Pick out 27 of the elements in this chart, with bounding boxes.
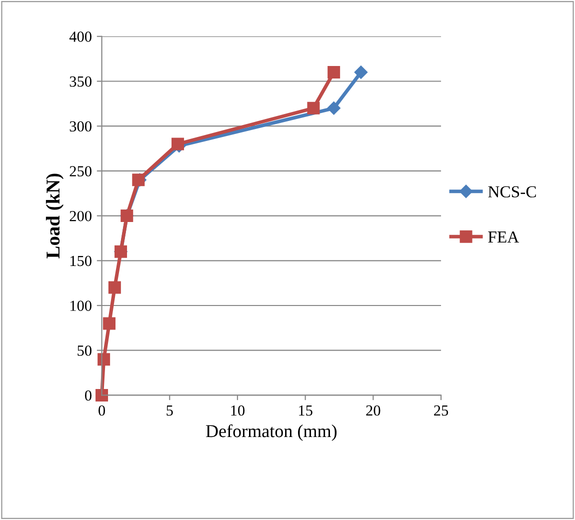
- x-axis-title: Deformaton (mm): [206, 424, 337, 441]
- y-tick-label: 200: [70, 210, 92, 222]
- x-tick-label: 25: [434, 405, 448, 416]
- x-tick-label: 10: [231, 405, 245, 416]
- x-tick-label: 0: [98, 405, 106, 416]
- point: [354, 66, 368, 79]
- y-tick-label: 400: [69, 32, 92, 42]
- x-tick-label: 5: [166, 406, 173, 416]
- y-tick-label: 50: [78, 345, 92, 356]
- x-tick-label: 15: [299, 405, 312, 416]
- y-tick-label: 300: [70, 121, 92, 132]
- y-tick-label: 350: [70, 76, 92, 87]
- point: [172, 138, 184, 150]
- point: [108, 281, 121, 294]
- legend-label: NCS-C: [488, 186, 536, 198]
- point: [102, 317, 116, 330]
- x-tick-label: 20: [366, 405, 380, 416]
- y-tick-label: 250: [70, 166, 92, 176]
- point: [327, 102, 340, 115]
- point: [328, 66, 340, 79]
- y-axis-title: Load (kN): [46, 174, 64, 258]
- point: [96, 388, 108, 402]
- y-tick-label: 0: [84, 390, 92, 401]
- legend-label: FEA: [488, 231, 520, 242]
- point: [307, 102, 320, 114]
- y-tick-label: 100: [70, 300, 92, 311]
- y-tick-label: 150: [70, 256, 92, 266]
